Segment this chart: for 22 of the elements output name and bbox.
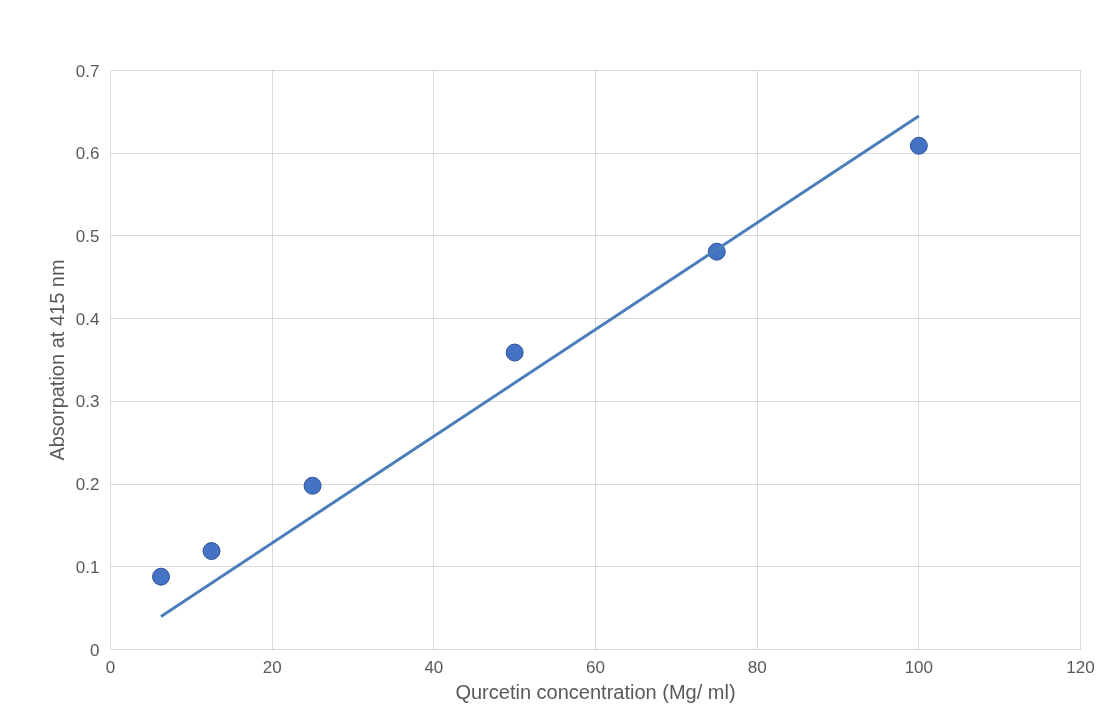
- x-tick-label: 40: [424, 657, 444, 677]
- y-tick-label: 0.4: [75, 309, 100, 329]
- x-tick-label: 80: [747, 657, 767, 677]
- y-tick-label: 0.7: [75, 61, 100, 81]
- point: [303, 476, 322, 495]
- x-tick-label: 0: [105, 657, 116, 677]
- x-tick-label: 100: [904, 657, 934, 677]
- x-axis-title: Qurcetin concentration (Mg/ ml): [455, 680, 736, 703]
- point: [202, 542, 221, 561]
- y-tick-label: 0: [90, 640, 100, 660]
- point: [505, 343, 524, 362]
- y-tick-label: 0.2: [75, 475, 100, 495]
- y-tick-label: 0.1: [75, 557, 100, 577]
- x-tick-label: 20: [262, 657, 282, 677]
- x-tick-label: 120: [1066, 657, 1095, 677]
- y-tick-label: 0.5: [75, 226, 100, 246]
- y-tick-label: 0.3: [75, 392, 100, 412]
- point: [152, 567, 171, 586]
- x-tick-label: 60: [586, 657, 605, 677]
- point: [909, 136, 928, 155]
- y-tick-label: 0.6: [75, 144, 100, 164]
- y-axis-title: Absorpation at 415 nm: [45, 259, 68, 461]
